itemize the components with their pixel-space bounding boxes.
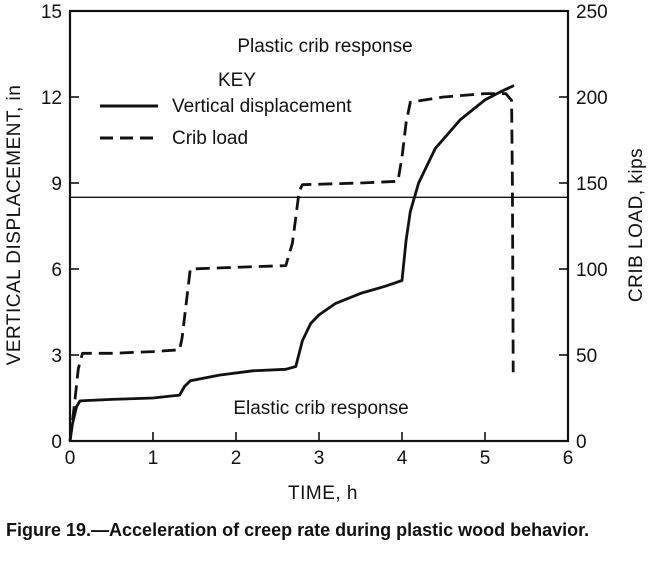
x-tick-label: 2 (231, 448, 242, 469)
caption-dash: — (91, 520, 110, 540)
x-tick-label: 3 (314, 448, 325, 469)
caption-label: Figure 19. (6, 520, 92, 540)
right-y-tick-label: 100 (576, 260, 608, 281)
series-line-vertical-displacement (68, 84, 515, 442)
legend-label-vertical-displacement: Vertical displacement (172, 96, 352, 117)
right-y-tick-label: 0 (576, 432, 587, 453)
left-y-tick-label: 0 (51, 432, 62, 453)
right-y-tick-label: 200 (576, 88, 608, 109)
right-axis-title: CRIB LOAD, kips (626, 148, 647, 302)
series-layer (68, 84, 515, 442)
x-axis-title: TIME, h (288, 483, 358, 504)
elastic-crib-response-label: Elastic crib response (233, 398, 408, 419)
x-tick-label: 4 (397, 448, 408, 469)
figure-caption: Figure 19.—Acceleration of creep rate du… (6, 518, 656, 542)
right-y-tick-label: 250 (576, 2, 608, 23)
x-tick-label: 1 (148, 448, 159, 469)
plot-frame (68, 9, 570, 443)
left-y-tick-label: 6 (51, 260, 62, 281)
left-axis-title: VERTICAL DISPLACEMENT, in (4, 85, 25, 366)
x-tick-label: 6 (563, 448, 574, 469)
left-y-tick-label: 12 (41, 88, 62, 109)
legend-label-crib-load: Crib load (172, 128, 248, 149)
right-y-tick-label: 150 (576, 174, 608, 195)
legend-title: KEY (218, 70, 256, 91)
left-y-tick-label: 3 (51, 346, 62, 367)
x-tick-label: 0 (65, 448, 76, 469)
left-y-tick-label: 9 (51, 174, 62, 195)
legend: KEY Vertical displacement Crib load (100, 70, 352, 149)
series-line-crib-load (68, 92, 515, 442)
annotation-layer: Plastic crib response Elastic crib respo… (70, 36, 568, 419)
plastic-crib-response-label: Plastic crib response (237, 36, 412, 57)
caption-text: Acceleration of creep rate during plasti… (109, 520, 590, 540)
x-tick-label: 5 (480, 448, 491, 469)
right-y-tick-label: 50 (576, 346, 597, 367)
left-y-tick-label: 15 (41, 2, 62, 23)
